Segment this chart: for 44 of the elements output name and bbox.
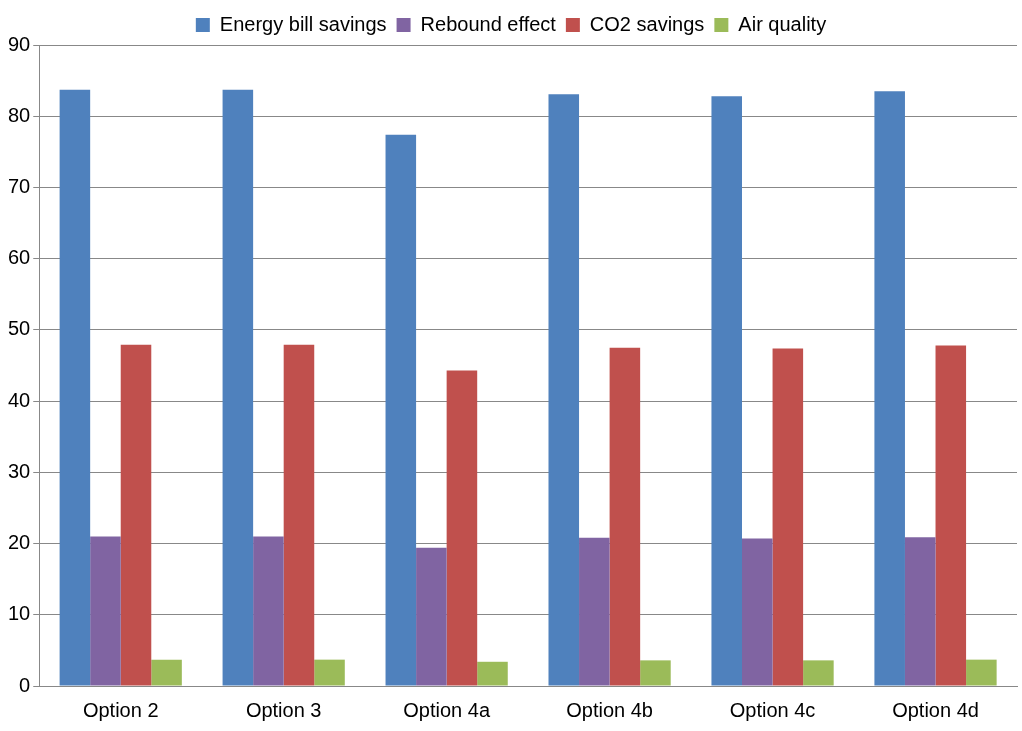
bar <box>803 660 834 686</box>
y-tick-label: 0 <box>19 673 31 696</box>
legend-label: Energy bill savings <box>219 12 387 35</box>
y-tick-label: 40 <box>8 388 31 411</box>
bar <box>742 538 773 686</box>
x-tick-label: Option 2 <box>82 698 159 721</box>
x-tick-label: Option 4c <box>729 698 816 721</box>
bar <box>385 134 417 686</box>
y-tick-label: 30 <box>8 459 31 482</box>
y-tick-label: 20 <box>8 531 31 554</box>
y-tick-label: 80 <box>8 103 31 126</box>
y-tick-label: 50 <box>8 317 31 340</box>
bar <box>640 660 671 686</box>
bar <box>253 536 284 686</box>
bar <box>579 537 610 686</box>
y-tick-label: 90 <box>8 32 31 55</box>
bar <box>935 345 967 686</box>
y-tick-label: 10 <box>8 602 31 625</box>
bar <box>283 344 315 686</box>
bar <box>966 659 997 686</box>
legend-label: CO2 savings <box>589 12 705 35</box>
legend-label: Air quality <box>738 12 827 35</box>
y-tick-label: 60 <box>8 246 31 269</box>
legend-label: Rebound effect <box>420 12 557 35</box>
y-tick-label: 70 <box>8 174 31 197</box>
x-tick-label: Option 4b <box>566 698 653 721</box>
x-tick-label: Option 4a <box>403 698 491 721</box>
bar <box>446 370 478 686</box>
bar <box>548 94 580 686</box>
bar <box>120 344 152 686</box>
bar <box>711 96 743 686</box>
bar <box>477 661 508 686</box>
bar <box>416 547 447 686</box>
bar <box>59 89 91 686</box>
bar <box>222 89 254 686</box>
x-tick-label: Option 3 <box>245 698 322 721</box>
bar <box>609 347 641 686</box>
bar <box>151 659 182 686</box>
bar <box>772 348 804 686</box>
bar <box>904 537 936 686</box>
x-tick-label: Option 4d <box>892 698 979 721</box>
bar <box>314 659 345 686</box>
bar <box>874 91 905 686</box>
bar <box>90 536 121 686</box>
